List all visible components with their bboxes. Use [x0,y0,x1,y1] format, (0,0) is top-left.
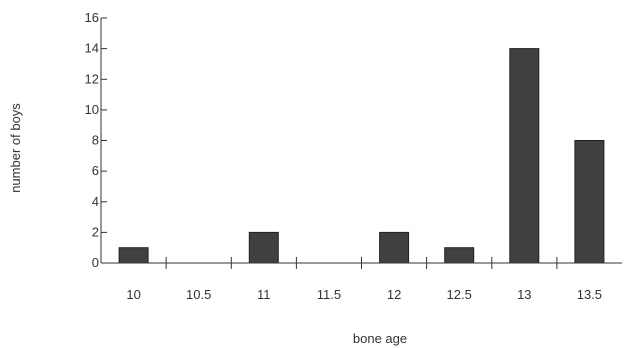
bar-10 [118,247,149,264]
y-tick-label-2: 2 [92,224,99,239]
bar-11 [248,231,279,264]
x-tick-label-10: 10 [126,287,140,302]
x-tick-label-12: 12 [387,287,401,302]
y-tick-label-10: 10 [85,102,99,117]
x-axis-title: bone age [353,331,407,346]
y-tick-label-6: 6 [92,163,99,178]
x-tick-label-10.5: 10.5 [186,287,211,302]
y-tick-label-14: 14 [85,41,99,56]
y-axis-title: number of boys [8,103,23,193]
x-tick-label-11.5: 11.5 [317,287,341,302]
bar-13.5 [574,140,605,264]
bar-12.5 [444,247,475,264]
y-ticks-group: 0 2 4 6 8 10 12 14 16 [85,10,107,270]
x-tick-label-12.5: 12.5 [447,287,472,302]
x-ticks-group: 10 10.5 11 11.5 12 12.5 13 13.5 [126,257,602,302]
y-tick-label-16: 16 [85,10,99,25]
x-tick-label-13.5: 13.5 [577,287,602,302]
y-tick-label-0: 0 [92,255,99,270]
y-tick-label-4: 4 [92,194,99,209]
bar-13 [509,48,540,264]
y-tick-label-12: 12 [85,71,99,86]
y-tick-label-8: 8 [92,133,99,148]
bars-group [118,48,605,264]
x-tick-label-11: 11 [257,287,271,302]
axes-group [100,18,622,264]
bar-12 [379,231,410,264]
x-tick-label-13: 13 [517,287,531,302]
